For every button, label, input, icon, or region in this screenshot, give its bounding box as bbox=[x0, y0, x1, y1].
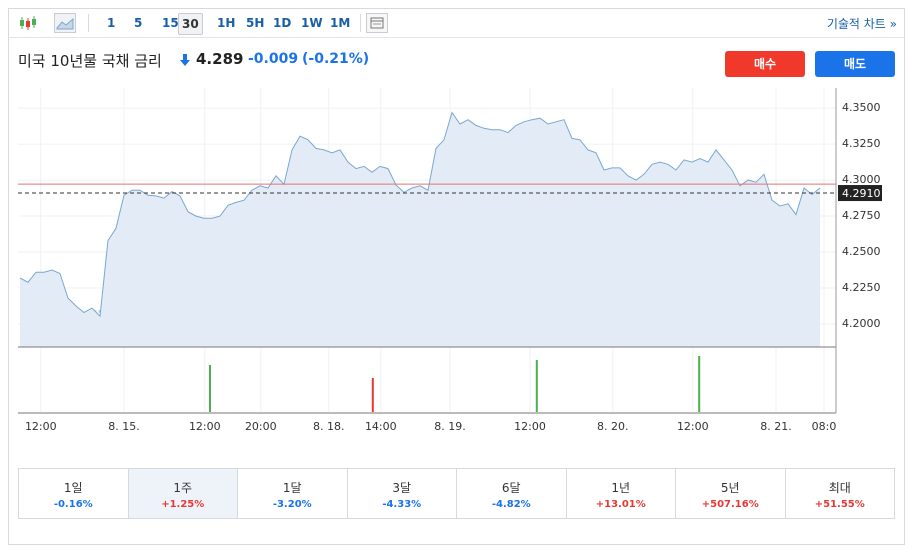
last-price-tag bbox=[838, 185, 882, 202]
interval-button[interactable]: 1D bbox=[273, 16, 292, 30]
period-label: 1주 bbox=[173, 481, 193, 495]
y-tick-label: 4.2250 bbox=[842, 281, 881, 294]
interval-button[interactable]: 30 bbox=[178, 13, 203, 35]
x-tick-label: 8. 19. bbox=[434, 420, 466, 433]
period-change: -0.16% bbox=[53, 499, 93, 510]
performance-cell[interactable]: 1주 +1.25% bbox=[128, 469, 238, 518]
interval-button[interactable]: 1H bbox=[217, 16, 236, 30]
separator bbox=[360, 14, 361, 32]
y-tick-label: 4.2000 bbox=[842, 317, 881, 330]
period-label: 최대 bbox=[828, 481, 851, 495]
technical-chart-link[interactable]: 기술적 차트 » bbox=[826, 17, 897, 31]
performance-cell[interactable]: 1달 -3.20% bbox=[238, 469, 348, 518]
area-fill bbox=[20, 112, 820, 347]
separator bbox=[88, 14, 89, 32]
interval-button[interactable]: 1W bbox=[301, 16, 323, 30]
widget-frame bbox=[8, 8, 905, 545]
x-tick-label: 12:00 bbox=[25, 420, 57, 433]
x-tick-label: 12:00 bbox=[677, 420, 709, 433]
chart: Investing.com4.29104.20004.22504.25004.2… bbox=[18, 88, 882, 433]
candle-icon[interactable] bbox=[18, 14, 38, 32]
volume-bar bbox=[698, 356, 701, 412]
x-tick-label: 8. 20. bbox=[597, 420, 629, 433]
y-tick-label: 4.3000 bbox=[842, 173, 881, 186]
performance-cell[interactable]: 5년 +507.16% bbox=[676, 469, 786, 518]
performance-cell[interactable]: 1년 +13.01% bbox=[567, 469, 676, 518]
y-tick-label: 4.2750 bbox=[842, 209, 881, 222]
period-label: 6달 bbox=[501, 481, 521, 495]
sell-button[interactable]: 매도 bbox=[815, 51, 895, 77]
last-price-label: 4.2910 bbox=[842, 187, 881, 200]
interval-button[interactable]: 1M bbox=[330, 16, 351, 30]
x-tick-label: 12:00 bbox=[189, 420, 221, 433]
interval-button[interactable]: 15 bbox=[162, 16, 179, 30]
interval-button[interactable]: 5H bbox=[246, 16, 265, 30]
period-label: 3달 bbox=[392, 481, 412, 495]
volume-bar bbox=[535, 360, 538, 412]
toolbar: 1 5 15 30 1H 5H 1D 1W 1M 기술적 차트 » bbox=[8, 8, 905, 38]
x-tick-label: 8. 15. bbox=[108, 420, 140, 433]
y-tick-label: 4.3500 bbox=[842, 101, 881, 114]
performance-cell[interactable]: 최대 +51.55% bbox=[786, 469, 895, 518]
settings-icon[interactable] bbox=[366, 13, 388, 33]
instrument-title: 미국 10년물 국채 금리 bbox=[18, 52, 162, 70]
performance-table: 1일 -0.16% 1주 +1.25% 1달 -3.20% 3달 -4.33% 6달 -4.82%… bbox=[18, 468, 895, 519]
x-tick-label: 8. 18. bbox=[313, 420, 345, 433]
period-label: 5년 bbox=[720, 481, 740, 495]
period-change: +507.16% bbox=[701, 499, 759, 510]
price-change: -0.009 bbox=[248, 51, 299, 67]
area-icon[interactable] bbox=[54, 13, 76, 33]
performance-cell[interactable]: 3달 -4.33% bbox=[348, 469, 457, 518]
period-label: 1달 bbox=[282, 481, 302, 495]
volume-bar bbox=[371, 378, 374, 412]
performance-cell[interactable]: 6달 -4.82% bbox=[457, 469, 567, 518]
period-change: +13.01% bbox=[595, 499, 646, 510]
interval-button[interactable]: 5 bbox=[134, 16, 143, 30]
buy-button[interactable]: 매수 bbox=[725, 51, 805, 77]
y-tick-label: 4.2500 bbox=[842, 245, 881, 258]
x-tick-label: 14:00 bbox=[365, 420, 397, 433]
down-arrow-icon bbox=[180, 54, 190, 66]
x-tick-label: 12:00 bbox=[514, 420, 546, 433]
price-change-percent: (-0.21%) bbox=[302, 51, 370, 67]
x-tick-label: 20:00 bbox=[245, 420, 277, 433]
period-change: -4.82% bbox=[491, 499, 531, 510]
performance-cell[interactable]: 1일 -0.16% bbox=[19, 469, 129, 518]
period-label: 1일 bbox=[63, 481, 83, 495]
period-label: 1년 bbox=[611, 481, 631, 495]
y-tick-label: 4.3250 bbox=[842, 137, 881, 150]
period-change: -3.20% bbox=[272, 499, 312, 510]
period-change: +51.55% bbox=[814, 499, 865, 510]
x-tick-label: 8. 21. bbox=[760, 420, 792, 433]
x-tick-label: 08:0 bbox=[812, 420, 837, 433]
volume-bar bbox=[209, 365, 211, 412]
interval-button[interactable]: 1 bbox=[107, 16, 116, 30]
price-line bbox=[19, 111, 821, 318]
period-change: -4.33% bbox=[382, 499, 422, 510]
last-price: 4.289 bbox=[196, 50, 244, 68]
period-change: +1.25% bbox=[161, 499, 205, 510]
